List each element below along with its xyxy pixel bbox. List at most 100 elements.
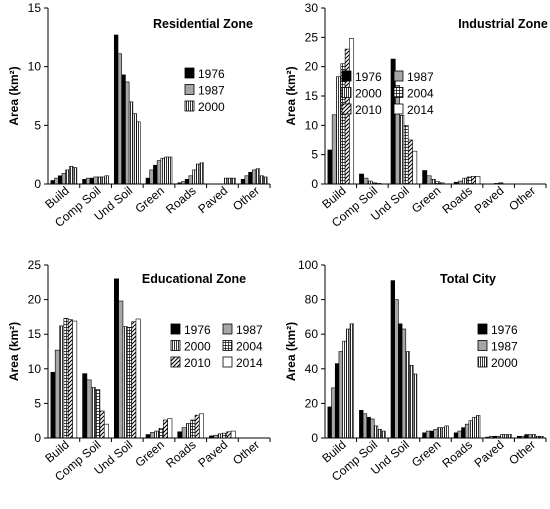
y-axis-label: Area (km²)	[284, 322, 298, 381]
legend-swatch-2014	[393, 103, 404, 115]
bar-und-soil-1987	[117, 53, 123, 185]
y-tick-label: 0	[34, 177, 41, 191]
bar-build-2000	[69, 166, 74, 185]
bar-green-2014	[167, 418, 173, 439]
bar-comp-soil-2000	[104, 175, 109, 185]
x-category-label: Paved	[472, 438, 507, 471]
bar-build-2000	[342, 340, 347, 439]
bar-comp-soil-2010	[99, 410, 105, 439]
bar-build-1976	[327, 406, 332, 439]
bar-und-soil-1976	[390, 280, 395, 439]
bar-comp-soil-2000	[377, 429, 382, 439]
bar-und-soil-2000	[132, 113, 137, 185]
legend-swatch-1987	[184, 84, 195, 95]
legend-swatch-1987	[477, 340, 488, 351]
y-tick-label: 80	[305, 293, 319, 307]
legend-label-2000: 2000	[198, 100, 225, 114]
bar-other-1987	[244, 175, 249, 185]
bar-und-soil-1987	[401, 328, 407, 439]
bar-build-1987	[331, 114, 337, 185]
bar-comp-soil-1976	[82, 179, 87, 185]
bar-green-1976	[153, 164, 158, 185]
bar-green-1987	[426, 175, 432, 185]
x-category-label: Paved	[472, 184, 507, 217]
bar-paved-2000	[223, 177, 229, 185]
bar-und-soil-2000	[409, 365, 414, 439]
legend: 1976 1987 2000	[184, 67, 225, 114]
y-tick-label: 25	[28, 258, 42, 272]
bar-roads-1987	[181, 427, 187, 439]
bar-roads-2014	[475, 176, 481, 185]
legend: 1976 1987 2000	[477, 323, 518, 370]
legend-label-2004: 2004	[407, 87, 434, 101]
bar-paved-2000	[227, 177, 233, 185]
x-category-label: Roads	[439, 438, 475, 471]
bar-comp-soil-1976	[359, 410, 364, 439]
legend-label-2010: 2010	[355, 103, 382, 117]
bar-und-soil-1987	[394, 85, 400, 185]
bar-comp-soil-1976	[82, 373, 88, 439]
chart-title: Industrial Zone	[458, 17, 548, 31]
bar-roads-2000	[476, 415, 481, 439]
legend-label-1976: 1976	[184, 323, 211, 337]
bar-und-soil-2000	[128, 101, 134, 185]
legend: 1976 1987 2000 2004 2010 2014	[170, 323, 263, 370]
bar-other-2000	[259, 175, 264, 185]
bar-roads-2010	[194, 414, 200, 439]
bar-comp-soil-2000	[97, 176, 102, 185]
bar-paved-2014	[230, 430, 236, 439]
x-category-label: Other	[230, 438, 262, 468]
bar-und-soil-2000	[405, 351, 410, 439]
bar-und-soil-1987	[125, 81, 130, 185]
bar-build-2000	[336, 76, 342, 185]
legend-swatch-2000	[184, 100, 195, 112]
bar-green-1987	[425, 430, 431, 439]
legend-swatch-1987	[393, 70, 404, 82]
bar-comp-soil-1987	[93, 176, 98, 185]
bar-comp-soil-2000	[90, 387, 96, 439]
bar-comp-soil-1987	[362, 413, 368, 439]
bar-comp-soil-1976	[366, 416, 371, 439]
bar-build-2010	[344, 48, 350, 185]
legend-label-1987: 1987	[198, 84, 225, 98]
bar-und-soil-2000	[412, 373, 418, 439]
y-tick-label: 10	[28, 362, 42, 376]
legend-label-1987: 1987	[407, 70, 434, 84]
bar-comp-soil-1976	[89, 177, 95, 185]
bar-green-1976	[145, 434, 151, 439]
bar-green-2000	[440, 427, 446, 439]
bar-und-soil-2004	[126, 326, 132, 439]
y-tick-label: 100	[298, 258, 318, 272]
bar-green-1976	[422, 170, 428, 185]
x-category-label: Roads	[439, 184, 475, 217]
legend-swatch-2000	[170, 340, 181, 351]
legend-swatch-2010	[341, 103, 352, 115]
bar-other-1976	[248, 171, 253, 185]
y-axis-label: Area (km²)	[7, 66, 21, 125]
bar-build-1976	[50, 371, 56, 439]
bar-paved-2004	[222, 432, 228, 439]
x-category-label: Paved	[195, 184, 230, 217]
bar-other-2000	[255, 168, 261, 185]
y-tick-label: 15	[305, 89, 319, 103]
x-category-label: Paved	[195, 438, 230, 471]
bar-comp-soil-1987	[363, 177, 369, 185]
bar-green-2000	[154, 430, 160, 439]
legend-label-2000: 2000	[184, 340, 211, 354]
y-tick-label: 0	[311, 177, 318, 191]
bar-build-2010	[67, 319, 73, 439]
bar-und-soil-2000	[122, 326, 128, 439]
legend-label-1976: 1976	[355, 70, 382, 84]
legend-label-2004: 2004	[236, 340, 263, 354]
bar-green-1976	[422, 432, 427, 439]
y-tick-label: 60	[305, 327, 319, 341]
bar-green-2000	[167, 156, 173, 185]
bar-build-2004	[63, 317, 69, 439]
bar-paved-2000	[500, 434, 505, 439]
bar-green-2000	[437, 427, 442, 439]
legend-swatch-1976	[477, 323, 488, 335]
legend-label-2000: 2000	[355, 87, 382, 101]
bar-und-soil-2004	[403, 125, 409, 185]
y-tick-label: 20	[305, 396, 319, 410]
